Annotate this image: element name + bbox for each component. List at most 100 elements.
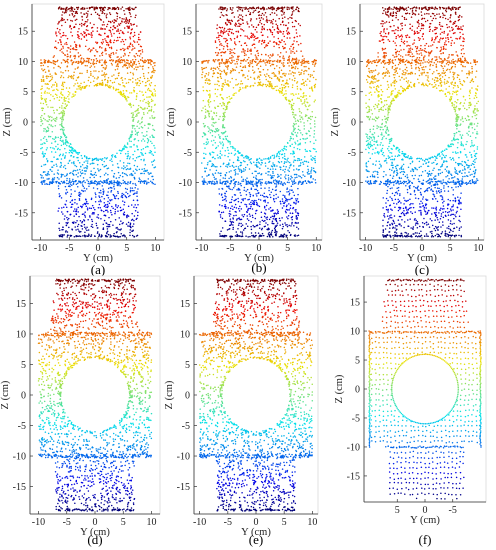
data-point <box>71 180 74 182</box>
data-point <box>98 33 101 36</box>
data-point <box>265 75 267 78</box>
data-point <box>219 150 222 152</box>
data-point <box>238 207 240 210</box>
data-point <box>69 143 72 145</box>
data-point <box>229 6 232 9</box>
data-point <box>75 210 78 212</box>
data-point <box>133 206 135 208</box>
data-point <box>144 152 147 155</box>
data-point <box>281 235 284 238</box>
data-point <box>294 77 296 80</box>
data-point <box>255 26 258 29</box>
data-point <box>295 62 298 65</box>
data-point <box>142 72 145 75</box>
data-point <box>207 162 209 164</box>
data-point <box>252 216 254 219</box>
data-point <box>72 183 75 185</box>
data-point <box>137 188 139 190</box>
data-point <box>86 84 88 87</box>
data-point <box>133 40 135 42</box>
data-point <box>252 185 255 187</box>
data-point <box>236 218 238 220</box>
data-point <box>132 77 134 80</box>
data-point <box>224 174 227 177</box>
data-point <box>93 176 95 179</box>
data-point <box>245 87 247 89</box>
data-point <box>286 59 289 61</box>
data-point <box>292 133 294 136</box>
data-point <box>90 207 93 210</box>
data-point <box>285 211 287 214</box>
data-point <box>237 200 240 203</box>
data-point <box>239 34 242 37</box>
data-point <box>205 59 208 62</box>
data-point <box>107 8 109 11</box>
data-point <box>86 207 89 209</box>
data-point <box>148 110 150 112</box>
data-point <box>244 76 246 79</box>
data-point <box>235 214 237 217</box>
data-point <box>136 84 138 86</box>
data-point <box>245 190 247 192</box>
data-point <box>114 218 117 221</box>
data-point <box>76 6 78 9</box>
data-point <box>254 54 257 56</box>
data-point <box>286 6 288 8</box>
data-point <box>230 57 233 59</box>
data-point <box>207 62 209 64</box>
data-point <box>209 82 211 85</box>
data-point <box>78 191 81 194</box>
data-point <box>287 229 289 232</box>
data-point <box>139 180 142 183</box>
data-point <box>244 160 246 163</box>
data-point <box>258 10 261 13</box>
data-point <box>145 183 148 185</box>
data-point <box>85 34 88 36</box>
data-point <box>259 235 262 237</box>
data-point <box>219 6 222 8</box>
data-point <box>305 132 307 135</box>
data-point <box>43 142 45 144</box>
data-point <box>300 132 302 134</box>
data-point <box>101 79 103 82</box>
data-point <box>88 7 91 10</box>
data-point <box>126 168 129 170</box>
data-point <box>141 57 144 59</box>
data-point <box>81 189 83 192</box>
data-point <box>212 118 214 121</box>
data-point <box>278 67 281 69</box>
data-point <box>87 160 89 162</box>
data-point <box>83 187 86 189</box>
data-point <box>42 78 45 81</box>
data-point <box>134 16 136 19</box>
data-point <box>282 55 285 57</box>
data-point <box>212 69 215 72</box>
data-point <box>294 176 296 179</box>
data-point <box>76 88 78 90</box>
data-point <box>262 59 264 62</box>
data-point <box>250 18 252 20</box>
data-point <box>76 82 79 84</box>
data-point <box>300 73 302 75</box>
data-point <box>83 31 85 33</box>
data-point <box>285 51 287 53</box>
data-point <box>62 226 64 229</box>
data-point <box>66 179 68 182</box>
data-point <box>132 64 134 66</box>
data-point <box>255 182 258 185</box>
data-point <box>113 8 116 11</box>
data-point <box>259 58 262 61</box>
data-point <box>119 223 121 226</box>
data-point <box>213 181 216 183</box>
data-point <box>94 7 96 10</box>
data-point <box>287 85 290 88</box>
data-point <box>53 148 55 150</box>
data-point <box>288 181 290 184</box>
data-point <box>126 174 128 177</box>
data-point <box>121 196 124 199</box>
data-point <box>247 10 250 12</box>
data-point <box>77 60 80 63</box>
data-point <box>229 220 232 223</box>
data-point <box>229 141 231 143</box>
data-point <box>294 142 297 145</box>
